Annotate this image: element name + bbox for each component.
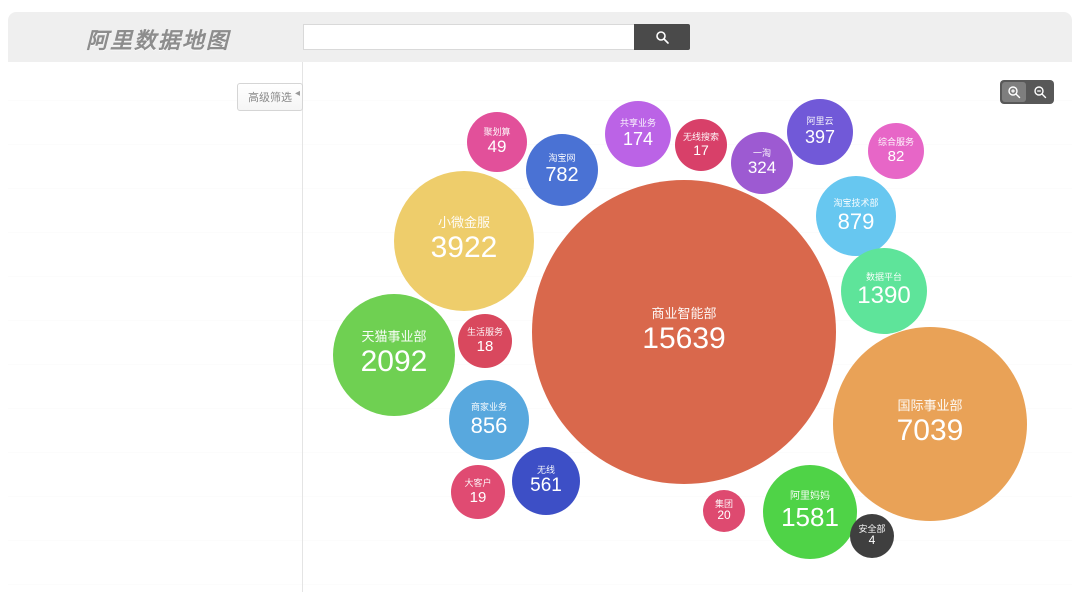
bubble[interactable]: 聚划算 49 [467, 112, 527, 172]
bubble-value: 324 [747, 158, 777, 178]
bubble-value: 2092 [360, 345, 428, 379]
bubble-label: 商业智能部 [651, 306, 717, 322]
sidebar-divider [302, 62, 303, 592]
bubble-value: 856 [470, 412, 508, 438]
bubble-value: 3922 [430, 231, 498, 265]
bubble-label: 国际事业部 [897, 398, 963, 414]
bubble[interactable]: 阿里妈妈 1581 [763, 465, 857, 559]
bubble[interactable]: 淘宝网 782 [526, 134, 598, 206]
bubble-value: 15639 [642, 322, 726, 356]
zoom-out-button[interactable] [1028, 82, 1052, 102]
bubble[interactable]: 综合服务 82 [868, 123, 924, 179]
bubble-label: 淘宝网 [548, 153, 576, 164]
bubble-label: 数据平台 [865, 272, 902, 283]
bubble-value: 17 [693, 142, 709, 159]
zoom-controls [1000, 80, 1054, 104]
bubble[interactable]: 数据平台 1390 [841, 248, 927, 334]
bubble-label: 大客户 [464, 478, 492, 489]
search-icon [655, 30, 670, 45]
zoom-in-icon [1007, 85, 1022, 100]
bubble-value: 879 [837, 208, 875, 234]
bubble-label: 商家业务 [470, 402, 507, 413]
bubble[interactable]: 无线 561 [512, 447, 580, 515]
bubble[interactable]: 大客户 19 [451, 465, 505, 519]
bubble-label: 天猫事业部 [361, 329, 427, 345]
bubble[interactable]: 生活服务 18 [458, 314, 512, 368]
bubble-value: 7039 [896, 414, 964, 448]
search-box [303, 24, 690, 50]
bubble-label: 共享业务 [619, 118, 656, 129]
bubble-value: 18 [476, 337, 494, 355]
bubble-value: 782 [545, 163, 579, 186]
bubble-label: 淘宝技术部 [833, 198, 879, 209]
bubble[interactable]: 国际事业部 7039 [833, 327, 1027, 521]
bubble-value: 20 [717, 508, 731, 523]
bubble-value: 561 [530, 475, 562, 497]
advanced-filter-button[interactable]: 高级筛选 [237, 83, 303, 111]
bubble-value: 4 [868, 533, 876, 548]
zoom-in-button[interactable] [1002, 82, 1026, 102]
bubble[interactable]: 集团 20 [703, 490, 745, 532]
bubble-value: 174 [622, 128, 654, 149]
bubble-label: 生活服务 [466, 327, 503, 338]
sidebar-collapse-arrow-icon[interactable]: ◂ [295, 88, 301, 99]
bubble-value: 397 [804, 126, 836, 147]
bubble-label: 一淘 [752, 148, 771, 159]
bubble-value: 49 [487, 137, 507, 157]
bubble-value: 1581 [781, 501, 839, 532]
bubble-label: 阿里云 [806, 116, 834, 127]
app-header: 阿里数据地图 [8, 12, 1072, 62]
bubble-label: 集团 [714, 498, 733, 509]
bubble-label: 安全部 [858, 523, 886, 534]
bubble[interactable]: 商家业务 856 [449, 380, 529, 460]
bubble[interactable]: 阿里云 397 [787, 99, 853, 165]
bubble[interactable]: 共享业务 174 [605, 101, 671, 167]
bubble-label: 小微金服 [437, 215, 490, 231]
bubble-label: 无线 [536, 464, 555, 475]
bubble-label: 综合服务 [877, 137, 914, 148]
zoom-out-icon [1033, 85, 1048, 100]
search-input[interactable] [303, 24, 634, 50]
app-logo: 阿里数据地图 [86, 28, 231, 53]
bubble[interactable]: 无线搜索 17 [675, 119, 727, 171]
bubble[interactable]: 淘宝技术部 879 [816, 176, 896, 256]
bubble-label: 聚划算 [483, 127, 511, 138]
bubble[interactable]: 天猫事业部 2092 [333, 294, 455, 416]
bubble-value: 19 [469, 488, 487, 506]
bubble[interactable]: 一淘 324 [731, 132, 793, 194]
bubble-value: 1390 [857, 282, 911, 310]
bubble-label: 无线搜索 [682, 131, 719, 142]
bubble[interactable]: 商业智能部 15639 [532, 180, 836, 484]
bubble-value: 82 [887, 147, 905, 165]
bubble[interactable]: 安全部 4 [850, 514, 894, 558]
bubble[interactable]: 小微金服 3922 [394, 171, 534, 311]
bubble-label: 阿里妈妈 [790, 491, 830, 503]
search-button[interactable] [634, 24, 690, 50]
